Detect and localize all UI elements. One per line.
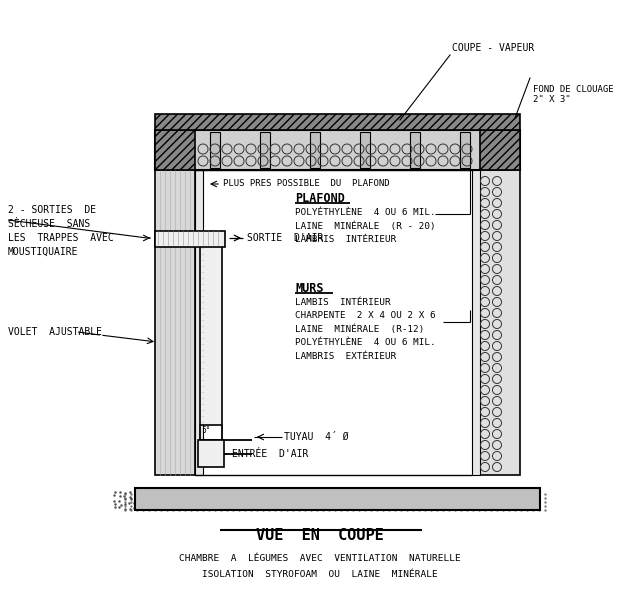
Text: MURS: MURS	[295, 282, 323, 295]
Text: CHAMBRE  A  LÉGUMES  AVEC  VENTILATION  NATURELLE: CHAMBRE A LÉGUMES AVEC VENTILATION NATUR…	[179, 554, 461, 563]
Text: TUYAU  4´ Ø: TUYAU 4´ Ø	[284, 432, 349, 442]
Bar	[135, 488, 540, 510]
Text: PLAFOND: PLAFOND	[295, 192, 345, 205]
Bar	[210, 132, 220, 168]
Bar	[155, 130, 520, 170]
Bar	[200, 245, 222, 425]
Bar	[410, 132, 420, 168]
Bar	[260, 132, 270, 168]
Text: 6°: 6°	[202, 426, 211, 435]
Text: VUE  EN  COUPE: VUE EN COUPE	[256, 528, 384, 543]
Bar	[155, 130, 195, 170]
Text: ENTRÉE  D'AIR: ENTRÉE D'AIR	[232, 449, 308, 459]
Text: POLYÉTHYLÈNE  4 OU 6 MIL.
LAINE  MINÉRALE  (R - 20)
LAMBRIS  INTÉRIEUR: POLYÉTHYLÈNE 4 OU 6 MIL. LAINE MINÉRALE …	[295, 208, 436, 244]
Bar	[460, 132, 470, 168]
Bar	[195, 170, 203, 475]
Text: COUPE - VAPEUR: COUPE - VAPEUR	[452, 43, 534, 53]
Text: VOLET  AJUSTABLE: VOLET AJUSTABLE	[8, 327, 102, 337]
Text: FOND DE CLOUAGE
2" X 3": FOND DE CLOUAGE 2" X 3"	[533, 85, 614, 104]
Bar	[360, 132, 370, 168]
Bar	[480, 170, 520, 475]
Bar	[198, 440, 224, 467]
Text: LAMBIS  INTÉRIEUR
CHARPENTE  2 X 4 OU 2 X 6
LAINE  MINÉRALE  (R-12)
POLYÉTHYLÈNE: LAMBIS INTÉRIEUR CHARPENTE 2 X 4 OU 2 X …	[295, 298, 436, 361]
Bar	[155, 114, 520, 130]
Bar	[155, 170, 195, 475]
Bar	[480, 130, 520, 170]
Text: PLUS PRES POSSIBLE  DU  PLAFOND: PLUS PRES POSSIBLE DU PLAFOND	[223, 179, 390, 188]
Text: 2 - SORTIES  DE
SÈCHEUSE  SANS
LES  TRAPPES  AVEC
MOUSTIQUAIRE: 2 - SORTIES DE SÈCHEUSE SANS LES TRAPPES…	[8, 205, 114, 257]
Text: ISOLATION  STYROFOAM  OU  LAINE  MINÉRALE: ISOLATION STYROFOAM OU LAINE MINÉRALE	[202, 570, 438, 579]
Bar	[155, 231, 225, 247]
Text: SORTIE  D'AIR: SORTIE D'AIR	[247, 233, 323, 243]
Bar	[472, 170, 480, 475]
Bar	[310, 132, 320, 168]
